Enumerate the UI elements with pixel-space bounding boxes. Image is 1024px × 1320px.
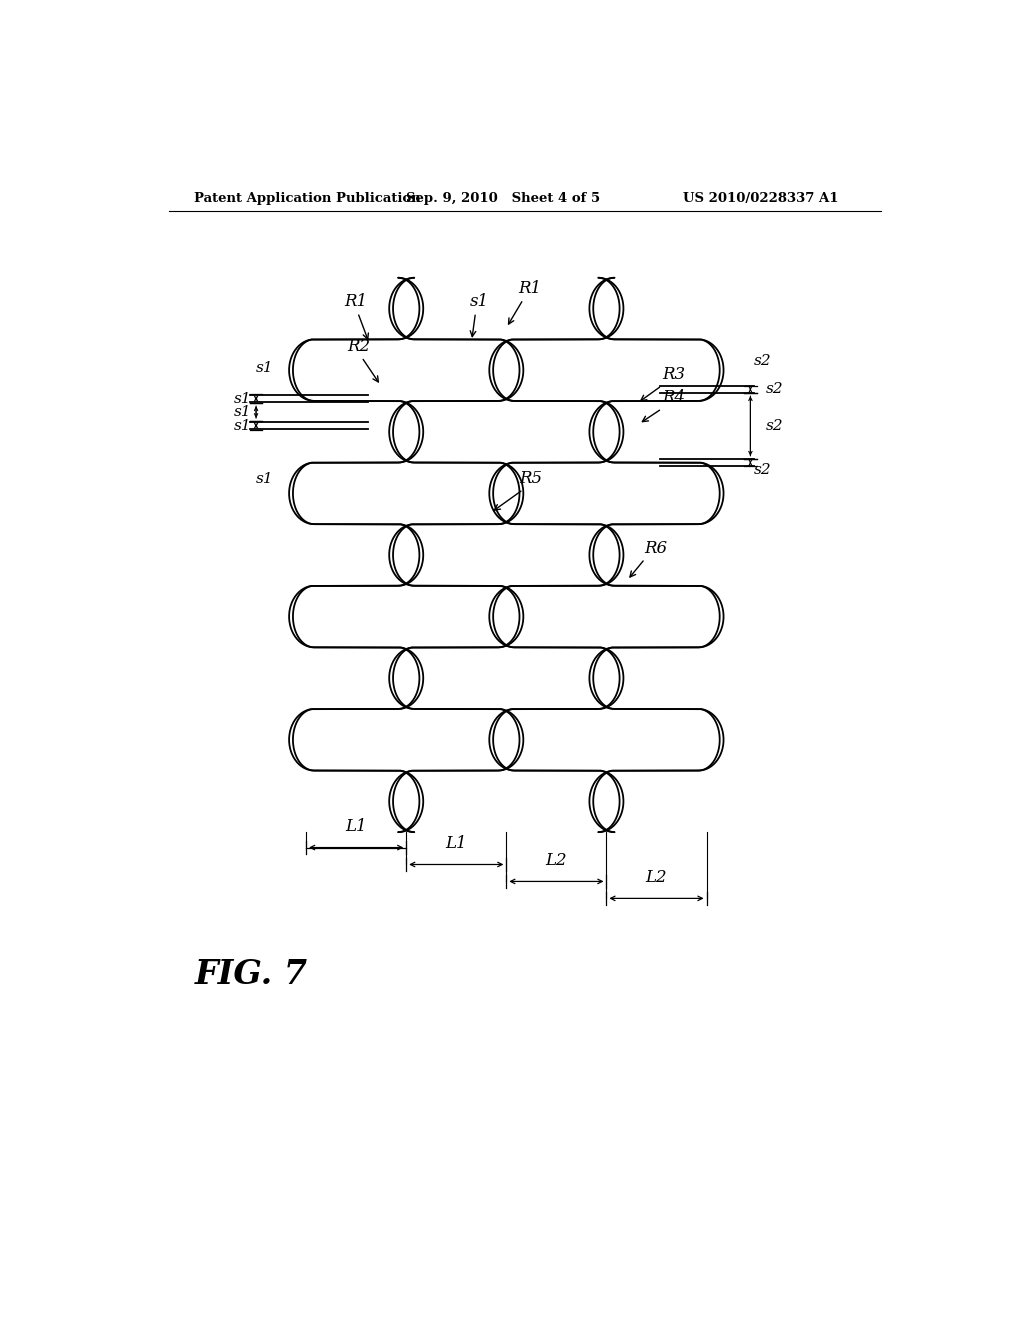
Text: R3: R3 <box>662 367 685 383</box>
Text: s1: s1 <box>233 405 251 420</box>
Text: Sep. 9, 2010   Sheet 4 of 5: Sep. 9, 2010 Sheet 4 of 5 <box>407 193 600 206</box>
Text: s1: s1 <box>469 293 488 310</box>
Text: L1: L1 <box>345 818 367 836</box>
Text: R4: R4 <box>662 389 685 407</box>
Text: FIG. 7: FIG. 7 <box>195 958 307 991</box>
Text: R5: R5 <box>519 470 543 487</box>
Text: s2: s2 <box>755 354 772 368</box>
Text: Patent Application Publication: Patent Application Publication <box>195 193 421 206</box>
Text: s2: s2 <box>766 418 783 433</box>
Text: L1: L1 <box>445 836 467 853</box>
Text: R6: R6 <box>644 540 668 557</box>
Text: s1: s1 <box>256 473 273 486</box>
Text: R2: R2 <box>348 338 371 355</box>
Text: US 2010/0228337 A1: US 2010/0228337 A1 <box>683 193 839 206</box>
Text: R1: R1 <box>345 293 368 310</box>
Text: s2: s2 <box>766 383 783 396</box>
Text: R1: R1 <box>518 280 541 297</box>
Text: s1: s1 <box>233 418 251 433</box>
Text: s2: s2 <box>755 463 772 477</box>
Text: L2: L2 <box>546 853 567 869</box>
Text: L2: L2 <box>646 869 668 886</box>
Text: s1: s1 <box>233 392 251 405</box>
Text: s1: s1 <box>256 362 273 375</box>
